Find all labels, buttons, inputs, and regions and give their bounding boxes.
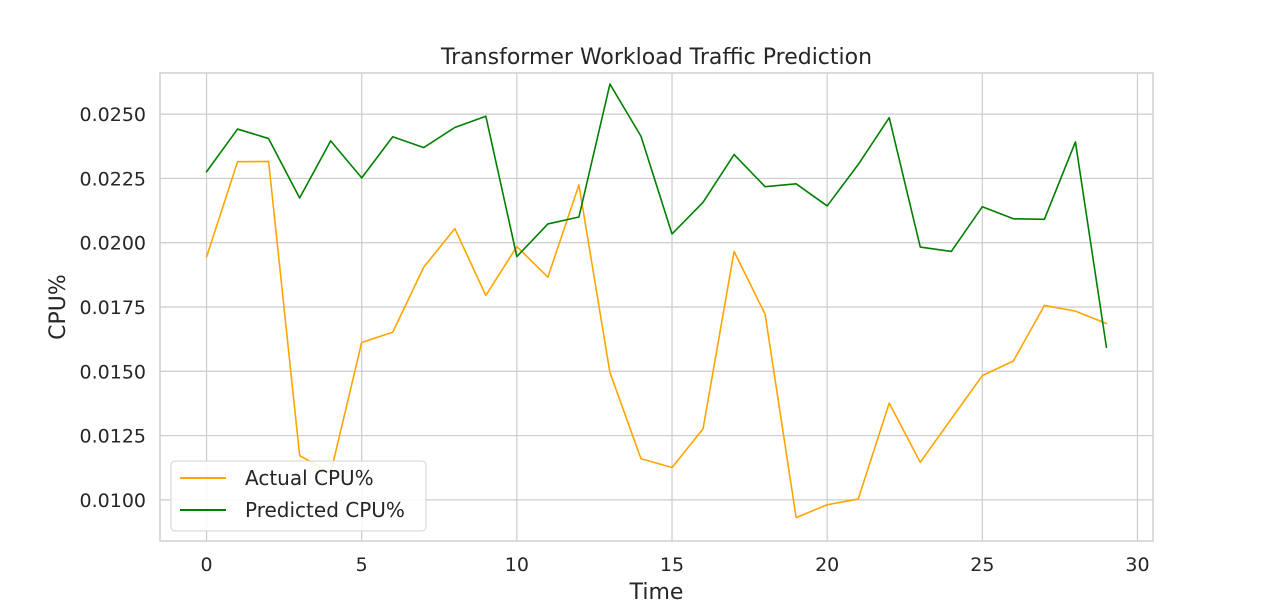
x-tick-label: 0: [201, 554, 213, 576]
series-line-2: [205, 83, 1108, 349]
y-tick-label: 0.0175: [80, 297, 146, 319]
series-line-1: [205, 160, 1108, 519]
series-lines: [205, 83, 1108, 519]
legend-items: Actual CPU% Predicted CPU%: [180, 466, 405, 522]
x-axis-ticks: 0 5 10 15 20 25 30: [201, 554, 1150, 576]
y-tick-label: 0.0150: [80, 361, 146, 383]
legend-label: Predicted CPU%: [245, 498, 405, 522]
chart-title: Transformer Workload Traffic Prediction: [440, 45, 872, 70]
x-tick-label: 25: [970, 554, 994, 576]
y-tick-label: 0.0125: [80, 426, 146, 448]
y-tick-label: 0.0250: [80, 104, 146, 126]
plot-area-border: [159, 72, 1154, 542]
legend: Actual CPU% Predicted CPU%: [170, 460, 427, 532]
y-tick-label: 0.0225: [80, 168, 146, 190]
x-tick-label: 20: [815, 554, 839, 576]
x-tick-label: 5: [356, 554, 368, 576]
x-axis-title: Time: [629, 580, 684, 605]
y-axis-title: CPU%: [46, 274, 71, 340]
x-tick-label: 10: [505, 554, 529, 576]
y-tick-label: 0.0200: [80, 233, 146, 255]
x-tick-label: 15: [660, 554, 684, 576]
legend-box: [170, 460, 427, 532]
legend-label: Actual CPU%: [245, 466, 374, 490]
x-tick-label: 30: [1125, 554, 1149, 576]
y-axis-ticks: 0.0100 0.0125 0.0150 0.0175 0.0200 0.0225 0.02…: [80, 104, 146, 512]
y-tick-label: 0.0100: [80, 490, 146, 512]
